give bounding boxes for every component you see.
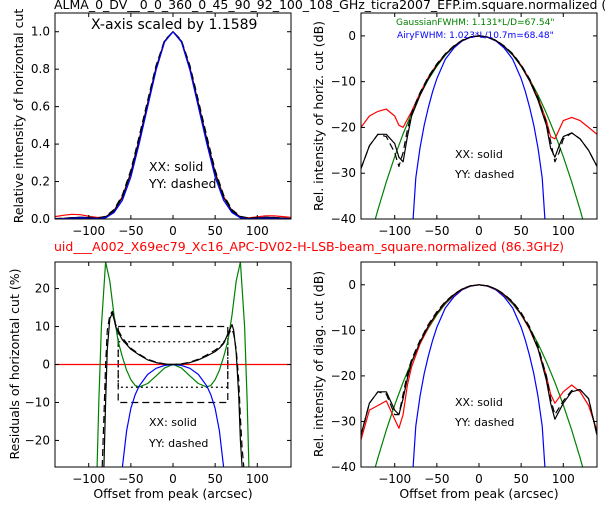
x-tick-label: 0 [475, 472, 483, 486]
x-tick-label: −50 [118, 224, 143, 238]
legend-gaussian: GaussianFWHM: 1.131*L/D=67.54" [396, 18, 554, 28]
y-tick-label: −20 [331, 120, 356, 134]
y-axis-label: Relative intensity of horizontal cut [11, 9, 26, 224]
annotation-xx: XX: solid [149, 159, 203, 174]
annotation-xx: XX: solid [455, 396, 503, 409]
y-axis-label: Rel. intensity of horiz. cut (dB) [311, 21, 326, 211]
tick-layer: −100 −50 0 50 100 0 −10 −20 −30 −40 [331, 13, 597, 238]
x-tick-label: 50 [208, 224, 223, 238]
y-tick-label: −20 [25, 433, 50, 447]
plot-frame [361, 262, 597, 467]
mid-title: uid___A002_X69ec79_Xc16_APC-DV02-H-LSB-b… [54, 239, 564, 254]
plot-frame [55, 13, 291, 219]
y-tick-label: 0 [42, 358, 50, 372]
annotation-yy: YY: dashed [454, 168, 514, 181]
y-tick-label: 0.6 [31, 100, 50, 114]
panel-bottom-right: −100 −50 0 50 100 0 −10 −20 −30 −40 XX: solid YY:… [311, 261, 598, 501]
series-line-4 [361, 284, 597, 436]
annotation-yy: YY: dashed [454, 416, 514, 429]
y-tick-label: 0 [348, 29, 356, 43]
x-tick-label: −100 [378, 472, 411, 486]
x-tick-label: −100 [72, 224, 105, 238]
legend-airy: AiryFWHM: 1.023*L/10.7m=68.48" [397, 31, 554, 41]
y-tick-label: −30 [331, 414, 356, 428]
x-tick-label: −50 [424, 224, 449, 238]
x-tick-label: 50 [514, 472, 529, 486]
annotation-xx: XX: solid [149, 416, 197, 429]
annotation-yy: YY: dashed [148, 437, 208, 450]
y-tick-label: −10 [331, 75, 356, 89]
x-axis-label: Offset from peak (arcsec) [93, 486, 252, 501]
panel-top-left: −100 −50 0 50 100 0.0 0.2 0.4 0.6 0.8 1.0 X-axis s… [11, 9, 292, 238]
x-tick-label: 0 [475, 224, 483, 238]
x-tick-label: 100 [246, 472, 269, 486]
x-tick-label: −100 [72, 472, 105, 486]
y-tick-label: 0.8 [31, 62, 50, 76]
series-line-4 [101, 310, 245, 467]
annotation-xx: XX: solid [455, 148, 503, 161]
series-line-3 [361, 284, 597, 436]
y-tick-label: 10 [35, 320, 50, 334]
series-line-4 [361, 35, 597, 169]
y-tick-label: −30 [331, 166, 356, 180]
x-tick-label: 0 [169, 472, 177, 486]
y-tick-label: 0.4 [31, 137, 50, 151]
y-tick-label: 0 [348, 278, 356, 292]
series-layer [361, 284, 597, 467]
y-tick-label: 0.2 [31, 175, 50, 189]
x-tick-label: 50 [208, 472, 223, 486]
tick-layer: −100 −50 0 50 100 0.0 0.2 0.4 0.6 0.8 1.0 [31, 13, 291, 238]
annotation-scale: X-axis scaled by 1.1589 [91, 17, 257, 33]
y-tick-label: 1.0 [31, 25, 50, 39]
x-axis-label: Offset from peak (arcsec) [399, 486, 558, 501]
x-tick-label: 100 [246, 224, 269, 238]
x-tick-label: −50 [424, 472, 449, 486]
clipped-series [361, 284, 597, 467]
x-tick-label: −50 [118, 472, 143, 486]
x-tick-label: −100 [378, 224, 411, 238]
clipped-series [361, 35, 597, 219]
y-tick-label: −40 [331, 460, 356, 474]
y-tick-label: −40 [331, 212, 356, 226]
y-axis-label: Rel. intensity of diag. cut (dB) [311, 271, 326, 457]
y-tick-label: −10 [25, 395, 50, 409]
y-tick-label: −10 [331, 323, 356, 337]
tick-layer: −100 −50 0 50 100 0 −10 −20 −30 −40 [331, 262, 597, 486]
y-tick-label: −20 [331, 369, 356, 383]
top-title: ALMA_0_DV__0_0_360_0_45_90_92_100_108_GH… [54, 0, 606, 12]
panel-top-right: −100 −50 0 50 100 0 −10 −20 −30 −40 GaussianFWHM:… [311, 12, 598, 238]
clipped-series [55, 262, 291, 467]
y-tick-label: 20 [35, 282, 50, 296]
y-tick-label: 0.0 [31, 212, 50, 226]
x-tick-label: 50 [514, 224, 529, 238]
series-layer [55, 262, 291, 467]
plot-frame [361, 13, 597, 219]
y-axis-label: Residuals of horizontal cut (%) [7, 269, 22, 460]
series-layer [361, 35, 597, 219]
x-tick-label: 100 [552, 472, 575, 486]
annotation-yy: YY: dashed [148, 176, 216, 191]
x-tick-label: 100 [552, 224, 575, 238]
x-tick-label: 0 [169, 224, 177, 238]
